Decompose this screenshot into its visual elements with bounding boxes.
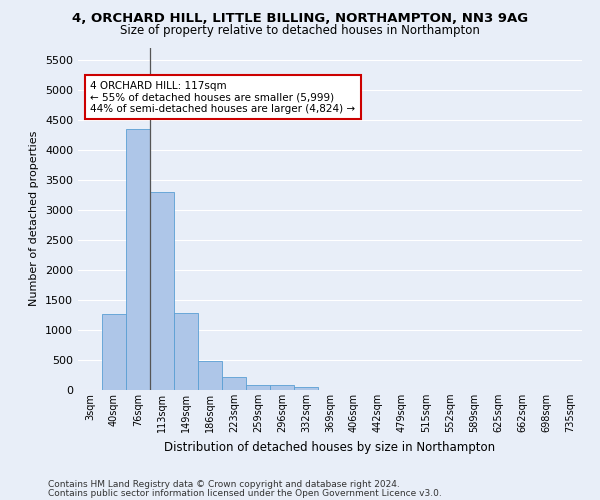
Text: Contains HM Land Registry data © Crown copyright and database right 2024.: Contains HM Land Registry data © Crown c… <box>48 480 400 489</box>
Bar <box>174 313 198 390</box>
Bar <box>294 386 318 390</box>
Bar <box>222 377 246 390</box>
Bar <box>246 384 270 390</box>
Bar <box>126 129 150 390</box>
Y-axis label: Number of detached properties: Number of detached properties <box>29 131 40 306</box>
Bar <box>270 386 294 390</box>
Text: 4 ORCHARD HILL: 117sqm
← 55% of detached houses are smaller (5,999)
44% of semi-: 4 ORCHARD HILL: 117sqm ← 55% of detached… <box>91 80 356 114</box>
X-axis label: Distribution of detached houses by size in Northampton: Distribution of detached houses by size … <box>164 440 496 454</box>
Text: Size of property relative to detached houses in Northampton: Size of property relative to detached ho… <box>120 24 480 37</box>
Text: Contains public sector information licensed under the Open Government Licence v3: Contains public sector information licen… <box>48 489 442 498</box>
Bar <box>150 192 174 390</box>
Bar <box>198 360 222 390</box>
Text: 4, ORCHARD HILL, LITTLE BILLING, NORTHAMPTON, NN3 9AG: 4, ORCHARD HILL, LITTLE BILLING, NORTHAM… <box>72 12 528 26</box>
Bar <box>102 314 126 390</box>
